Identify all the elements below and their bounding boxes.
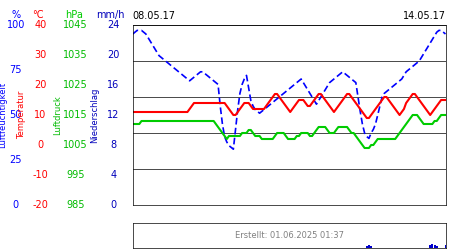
Bar bbox=[366, 246, 368, 248]
Text: 4: 4 bbox=[110, 170, 117, 180]
Bar bbox=[445, 246, 446, 248]
Bar bbox=[368, 246, 370, 248]
Bar bbox=[436, 246, 438, 248]
Text: 50: 50 bbox=[9, 110, 22, 120]
Text: 10: 10 bbox=[34, 110, 47, 120]
Text: -20: -20 bbox=[32, 200, 49, 210]
Text: -10: -10 bbox=[32, 170, 49, 180]
Text: 16: 16 bbox=[107, 80, 120, 90]
Text: 985: 985 bbox=[66, 200, 85, 210]
Text: hPa: hPa bbox=[65, 10, 83, 20]
Text: Erstellt: 01.06.2025 01:37: Erstellt: 01.06.2025 01:37 bbox=[234, 230, 344, 239]
Text: 100: 100 bbox=[7, 20, 25, 30]
Text: mm/h: mm/h bbox=[96, 10, 125, 20]
Bar bbox=[432, 244, 433, 248]
Text: 1025: 1025 bbox=[63, 80, 88, 90]
Text: 8: 8 bbox=[110, 140, 117, 150]
Text: Niederschlag: Niederschlag bbox=[90, 87, 99, 143]
Text: 30: 30 bbox=[34, 50, 47, 60]
Text: 08.05.17: 08.05.17 bbox=[133, 12, 176, 22]
Bar bbox=[370, 246, 372, 248]
Text: %: % bbox=[11, 10, 20, 20]
Text: 1015: 1015 bbox=[63, 110, 88, 120]
Text: 12: 12 bbox=[107, 110, 120, 120]
Text: 20: 20 bbox=[34, 80, 47, 90]
Text: 1035: 1035 bbox=[63, 50, 88, 60]
Text: 75: 75 bbox=[9, 65, 22, 75]
Text: 14.05.17: 14.05.17 bbox=[402, 12, 446, 22]
Text: 20: 20 bbox=[107, 50, 120, 60]
Text: Luftdruck: Luftdruck bbox=[53, 95, 62, 135]
Bar bbox=[434, 246, 436, 248]
Text: 40: 40 bbox=[34, 20, 47, 30]
Text: Temperatur: Temperatur bbox=[17, 91, 26, 139]
Text: Luftfeuchtigkeit: Luftfeuchtigkeit bbox=[0, 82, 7, 148]
Text: 24: 24 bbox=[107, 20, 120, 30]
Bar bbox=[429, 246, 431, 248]
Text: 25: 25 bbox=[9, 155, 22, 165]
Text: 1005: 1005 bbox=[63, 140, 88, 150]
Text: °C: °C bbox=[32, 10, 44, 20]
Text: 995: 995 bbox=[66, 170, 85, 180]
Text: 0: 0 bbox=[13, 200, 19, 210]
Text: 1045: 1045 bbox=[63, 20, 88, 30]
Text: 0: 0 bbox=[110, 200, 117, 210]
Text: 0: 0 bbox=[37, 140, 44, 150]
